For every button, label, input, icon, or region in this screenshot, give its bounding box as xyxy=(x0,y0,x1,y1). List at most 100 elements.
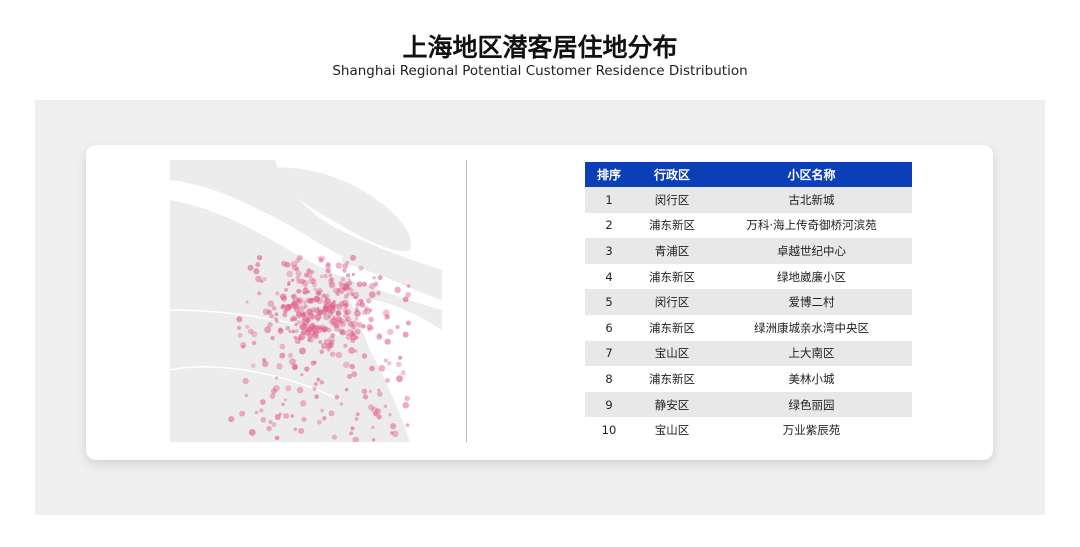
cell-district: 静安区 xyxy=(633,391,711,418)
customer-dot xyxy=(311,282,317,288)
cell-community: 上大南区 xyxy=(711,340,912,367)
cell-district: 闵行区 xyxy=(633,289,711,315)
customer-dot xyxy=(277,328,284,335)
customer-dot xyxy=(334,319,342,327)
customer-dot xyxy=(271,306,277,311)
customer-dot xyxy=(322,416,327,421)
customer-dot xyxy=(293,306,301,313)
customer-dot xyxy=(334,325,341,332)
customer-dot xyxy=(335,262,343,269)
customer-dot xyxy=(366,324,373,331)
customer-dot xyxy=(236,316,243,323)
customer-dot xyxy=(284,287,289,292)
customer-dot xyxy=(347,286,351,290)
customer-dot xyxy=(278,412,282,416)
customer-dot xyxy=(402,296,409,303)
customer-dot xyxy=(336,287,342,293)
customer-dot xyxy=(302,287,309,295)
customer-dot xyxy=(318,325,324,331)
cell-rank: 6 xyxy=(605,320,613,335)
changxing-island xyxy=(342,257,420,288)
page-title: 上海地区潜客居住地分布 xyxy=(402,33,678,62)
customer-dot xyxy=(239,410,246,417)
customer-dot xyxy=(343,294,349,299)
customer-dot xyxy=(364,306,370,312)
customer-dots xyxy=(228,254,412,444)
customer-dot xyxy=(356,321,363,328)
customer-dot xyxy=(345,316,352,323)
customer-dot xyxy=(302,315,309,322)
customer-dot xyxy=(375,408,382,415)
customer-dot xyxy=(317,292,321,296)
customer-dot xyxy=(293,427,297,431)
customer-dot xyxy=(328,273,332,278)
customer-dot xyxy=(336,303,343,311)
customer-dot xyxy=(274,312,279,317)
customer-dot xyxy=(349,363,355,370)
customer-dot xyxy=(368,291,376,299)
customer-dot xyxy=(259,408,264,413)
customer-dot xyxy=(296,312,303,319)
customer-dot xyxy=(339,402,344,406)
customer-dot xyxy=(313,296,320,303)
customer-dot xyxy=(242,378,249,385)
customer-dot xyxy=(371,438,376,442)
content-card: 排序 行政区 小区名称 1 闵行区 古北新城 2 浦东新区 万科·海上传奇御桥河滨苑 3 青浦… xyxy=(86,145,993,460)
customer-dot xyxy=(391,430,399,438)
cell-community: 绿色丽园 xyxy=(711,391,912,418)
header-rank: 排序 xyxy=(585,162,633,187)
customer-dot xyxy=(293,317,298,322)
customer-dot xyxy=(295,275,301,281)
customer-dot xyxy=(237,332,243,338)
customer-dot xyxy=(382,309,390,317)
customer-dot xyxy=(256,255,263,261)
customer-dot xyxy=(300,400,307,407)
page-subtitle: Shanghai Regional Potential Customer Res… xyxy=(332,63,748,79)
customer-dot xyxy=(323,326,329,332)
customer-dot xyxy=(301,279,309,287)
customer-dot xyxy=(297,335,303,341)
customer-dot xyxy=(299,347,306,355)
customer-dot xyxy=(346,373,353,379)
customer-dot xyxy=(390,431,394,435)
customer-dot xyxy=(294,322,298,327)
customer-dot xyxy=(304,366,310,372)
customer-dot xyxy=(245,324,250,329)
customer-dot xyxy=(291,363,298,370)
customer-dot xyxy=(325,263,331,269)
customer-dot xyxy=(354,316,359,321)
customer-dot xyxy=(325,261,331,267)
map-svg xyxy=(169,160,442,444)
customer-dot xyxy=(276,363,283,370)
customer-dot xyxy=(270,335,275,341)
cell-district: 浦东新区 xyxy=(649,320,695,335)
customer-dot xyxy=(377,388,381,392)
customer-dot xyxy=(332,315,337,320)
customer-dot xyxy=(328,281,336,289)
customer-dot xyxy=(331,434,337,440)
customer-dot xyxy=(314,394,319,399)
customer-dot xyxy=(388,412,392,417)
cell-rank: 8 xyxy=(605,371,613,386)
customer-dot xyxy=(291,301,296,306)
customer-dot xyxy=(266,425,272,432)
customer-dot xyxy=(369,365,375,372)
customer-dot xyxy=(341,299,349,307)
community-ranking-table: 排序 行政区 小区名称 1 闵行区 古北新城 2 浦东新区 万科·海上传奇御桥河滨苑 3 青浦… xyxy=(585,162,912,443)
road xyxy=(169,309,361,341)
customer-dot xyxy=(310,314,317,320)
customer-dot xyxy=(247,264,254,271)
customer-dot xyxy=(328,315,332,319)
customer-dot xyxy=(310,278,317,284)
customer-dot xyxy=(320,274,324,279)
customer-dot xyxy=(300,373,304,377)
customer-dot xyxy=(313,287,318,292)
customer-dot xyxy=(351,371,358,378)
customer-dot xyxy=(271,422,277,428)
customer-dot xyxy=(365,298,372,304)
table-row: 6 浦东新区 绿洲康城亲水湾中央区 xyxy=(585,315,912,341)
customer-dot xyxy=(330,301,337,308)
cell-community: 爱博二村 xyxy=(711,289,912,315)
customer-dot xyxy=(347,278,351,282)
customer-dot xyxy=(287,303,293,309)
